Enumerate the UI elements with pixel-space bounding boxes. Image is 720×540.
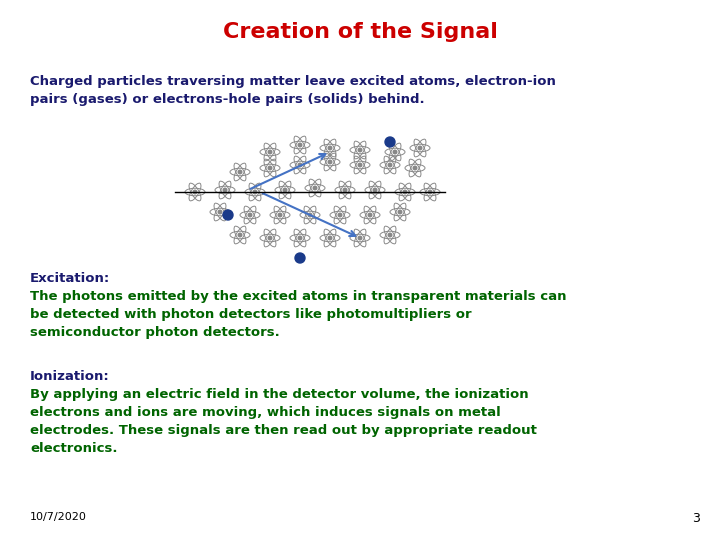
Circle shape	[238, 233, 242, 237]
Circle shape	[398, 210, 402, 214]
Circle shape	[223, 210, 233, 220]
Circle shape	[253, 190, 257, 194]
Circle shape	[313, 186, 317, 190]
Circle shape	[238, 170, 242, 174]
Circle shape	[295, 253, 305, 263]
Circle shape	[359, 163, 362, 167]
Circle shape	[403, 190, 407, 194]
Circle shape	[278, 213, 282, 217]
Circle shape	[223, 188, 227, 192]
Circle shape	[218, 210, 222, 214]
Circle shape	[359, 148, 362, 152]
Circle shape	[428, 190, 432, 194]
Circle shape	[388, 233, 392, 237]
Circle shape	[328, 146, 332, 150]
Text: Excitation:: Excitation:	[30, 272, 110, 285]
Circle shape	[418, 146, 422, 150]
Circle shape	[283, 188, 287, 192]
Text: 3: 3	[692, 512, 700, 525]
Circle shape	[298, 143, 302, 147]
Circle shape	[385, 137, 395, 147]
Circle shape	[268, 150, 272, 154]
Circle shape	[368, 213, 372, 217]
Text: By applying an electric field in the detector volume, the ionization
electrons a: By applying an electric field in the det…	[30, 388, 537, 455]
Text: Creation of the Signal: Creation of the Signal	[222, 22, 498, 42]
Circle shape	[298, 163, 302, 167]
Circle shape	[338, 213, 342, 217]
Circle shape	[298, 236, 302, 240]
Circle shape	[328, 236, 332, 240]
Text: The photons emitted by the excited atoms in transparent materials can
be detecte: The photons emitted by the excited atoms…	[30, 290, 567, 339]
Text: Charged particles traversing matter leave excited atoms, electron-ion
pairs (gas: Charged particles traversing matter leav…	[30, 75, 556, 106]
Circle shape	[193, 190, 197, 194]
Circle shape	[373, 188, 377, 192]
Circle shape	[359, 236, 362, 240]
Circle shape	[308, 213, 312, 217]
Circle shape	[268, 236, 272, 240]
Circle shape	[393, 150, 397, 154]
Circle shape	[268, 166, 272, 170]
Text: 10/7/2020: 10/7/2020	[30, 512, 87, 522]
Circle shape	[248, 213, 252, 217]
Circle shape	[328, 160, 332, 164]
Circle shape	[388, 163, 392, 167]
Circle shape	[413, 166, 417, 170]
Text: Ionization:: Ionization:	[30, 370, 109, 383]
Circle shape	[343, 188, 347, 192]
